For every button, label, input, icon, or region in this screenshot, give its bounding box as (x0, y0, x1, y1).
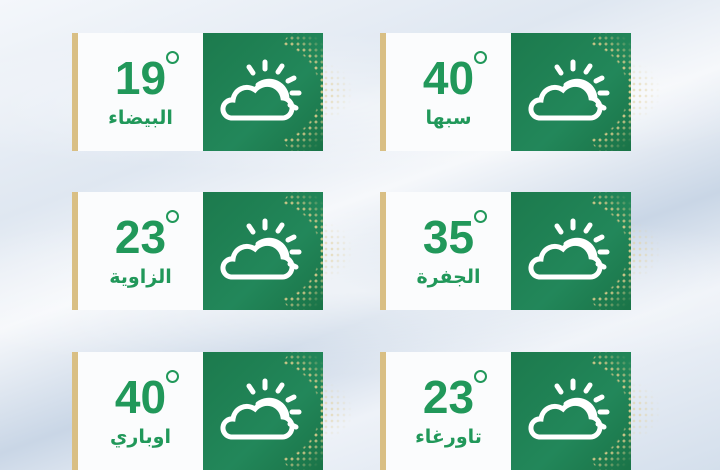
dotted-halo (323, 192, 353, 310)
dotted-decoration (579, 192, 631, 310)
gold-accent-bar (72, 192, 78, 310)
icon-panel (203, 352, 323, 470)
temperature-panel: 40 اوباري (78, 352, 203, 470)
dotted-halo (631, 192, 661, 310)
city-name: البيضاء (108, 107, 173, 129)
dotted-halo (631, 352, 661, 470)
weather-card: 23 تاورغاء (380, 352, 631, 470)
temperature-number: 35 (422, 211, 475, 263)
city-name: الزاوية (109, 266, 172, 288)
temperature-number: 19 (114, 52, 167, 104)
weather-card: 23 الزاوية (72, 192, 323, 310)
city-name: سبها (425, 107, 472, 129)
icon-panel (203, 33, 323, 151)
temperature-number: 40 (114, 371, 167, 423)
temperature-number: 23 (114, 211, 167, 263)
temperature-panel: 23 الزاوية (78, 192, 203, 310)
city-name: الجفرة (416, 266, 481, 288)
gold-accent-bar (72, 33, 78, 151)
degree-icon (474, 210, 487, 223)
degree-icon (166, 51, 179, 64)
temperature-number: 23 (422, 371, 475, 423)
temperature-panel: 19 البيضاء (78, 33, 203, 151)
temperature-value: 40 (423, 55, 474, 101)
dotted-decoration (271, 352, 323, 470)
weather-card: 40 سبها (380, 33, 631, 151)
temperature-value: 23 (423, 374, 474, 420)
city-name: تاورغاء (415, 426, 482, 448)
gold-accent-bar (72, 352, 78, 470)
degree-icon (474, 51, 487, 64)
dotted-decoration (579, 352, 631, 470)
temperature-panel: 23 تاورغاء (386, 352, 511, 470)
dotted-halo (323, 33, 353, 151)
dotted-halo (323, 352, 353, 470)
temperature-value: 19 (115, 55, 166, 101)
gold-accent-bar (380, 33, 386, 151)
temperature-panel: 35 الجفرة (386, 192, 511, 310)
weather-card: 40 اوباري (72, 352, 323, 470)
degree-icon (166, 370, 179, 383)
temperature-value: 23 (115, 214, 166, 260)
city-name: اوباري (110, 426, 171, 448)
temperature-value: 35 (423, 214, 474, 260)
dotted-decoration (271, 33, 323, 151)
weather-card: 19 البيضاء (72, 33, 323, 151)
temperature-panel: 40 سبها (386, 33, 511, 151)
dotted-halo (631, 33, 661, 151)
gold-accent-bar (380, 352, 386, 470)
dotted-decoration (271, 192, 323, 310)
icon-panel (511, 33, 631, 151)
dotted-decoration (579, 33, 631, 151)
temperature-value: 40 (115, 374, 166, 420)
temperature-number: 40 (422, 52, 475, 104)
degree-icon (166, 210, 179, 223)
icon-panel (511, 352, 631, 470)
gold-accent-bar (380, 192, 386, 310)
degree-icon (474, 370, 487, 383)
icon-panel (203, 192, 323, 310)
weather-card: 35 الجفرة (380, 192, 631, 310)
icon-panel (511, 192, 631, 310)
